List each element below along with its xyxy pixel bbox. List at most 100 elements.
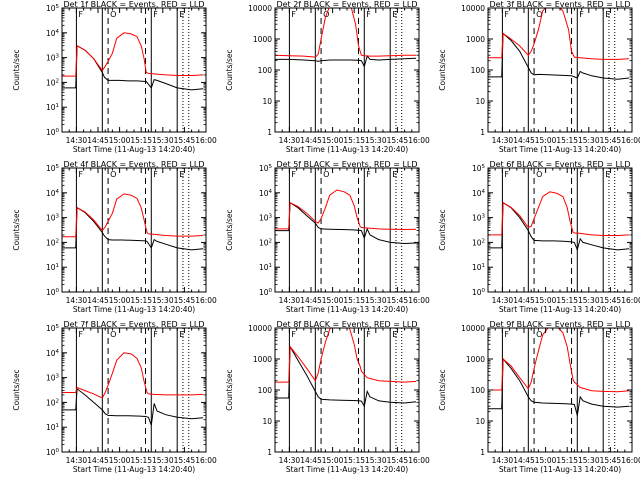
x-axis-label: Start Time (11-Aug-13 14:20:40) <box>499 465 621 474</box>
series-line-lld <box>488 8 630 60</box>
x-tick-label: 15:00 <box>535 136 557 145</box>
interval-marker-label: E <box>605 10 610 19</box>
x-tick-label: 16:00 <box>621 296 640 305</box>
panel-series-group <box>275 8 417 68</box>
panel-axes-box <box>487 327 633 453</box>
x-tick-label: 15:00 <box>109 456 131 465</box>
panel-title: Det 3f BLACK = Events, RED = LLD <box>489 0 630 9</box>
panel-series-group <box>62 32 204 91</box>
y-tick-label: 102 <box>46 78 59 87</box>
interval-marker-label: E <box>179 170 184 179</box>
y-tick-label: 100 <box>471 66 486 75</box>
x-tick-label: 14:30 <box>279 296 301 305</box>
interval-marker-label: F <box>153 170 158 179</box>
interval-marker-label: F <box>78 170 83 179</box>
y-tick-label: 104 <box>472 189 486 198</box>
y-tick-label: 105 <box>259 164 273 173</box>
x-tick-label: 16:00 <box>195 456 217 465</box>
series-line-lld <box>488 328 630 393</box>
panel-series-group <box>275 189 417 245</box>
y-tick-label: 103 <box>46 54 60 63</box>
y-tick-label: 102 <box>259 238 272 247</box>
x-tick-label: 15:45 <box>174 456 196 465</box>
panel-axes-box <box>487 7 633 133</box>
x-tick-label: 14:30 <box>492 136 514 145</box>
series-line-events <box>488 357 630 416</box>
x-tick-label: 15:30 <box>365 456 387 465</box>
y-tick-label: 10 <box>262 97 272 106</box>
y-tick-label: 1000 <box>253 355 272 364</box>
x-tick-label: 16:00 <box>621 456 640 465</box>
interval-marker-label: E <box>605 330 610 339</box>
x-tick-label: 15:15 <box>556 136 578 145</box>
x-tick-label: 15:00 <box>109 296 131 305</box>
panel-title: Det 6f BLACK = Events, RED = LLD <box>489 160 630 169</box>
x-tick-label: 15:00 <box>535 456 557 465</box>
panel-series-group <box>62 352 204 426</box>
y-tick-label: 10 <box>475 417 485 426</box>
x-tick-label: 14:30 <box>66 136 88 145</box>
x-tick-label: 15:30 <box>152 296 174 305</box>
x-axis-label: Start Time (11-Aug-13 14:20:40) <box>286 465 408 474</box>
x-tick-label: 14:45 <box>513 136 535 145</box>
y-tick-label: 10 <box>475 97 485 106</box>
series-line-events <box>488 201 630 252</box>
interval-marker-label: F <box>153 10 158 19</box>
x-axis-label: Start Time (11-Aug-13 14:20:40) <box>73 465 195 474</box>
x-tick-label: 14:45 <box>87 456 109 465</box>
interval-marker-label: O <box>536 10 542 19</box>
x-tick-label: 16:00 <box>408 136 430 145</box>
interval-marker-label: O <box>323 330 329 339</box>
y-tick-label: 10000 <box>248 324 272 333</box>
series-line-events <box>62 44 204 91</box>
y-tick-label: 10000 <box>461 324 485 333</box>
y-tick-label: 104 <box>46 189 60 198</box>
y-axis-label: Counts/sec <box>12 209 21 250</box>
y-axis-label: Counts/sec <box>225 369 234 410</box>
x-tick-label: 16:00 <box>195 136 217 145</box>
x-tick-label: 16:00 <box>621 136 640 145</box>
x-tick-label: 15:30 <box>365 136 387 145</box>
y-tick-label: 102 <box>472 238 485 247</box>
interval-marker-label: E <box>392 330 397 339</box>
x-tick-label: 15:30 <box>365 296 387 305</box>
y-tick-label: 100 <box>46 448 60 457</box>
x-tick-label: 16:00 <box>408 456 430 465</box>
x-tick-label: 15:30 <box>152 136 174 145</box>
y-tick-label: 103 <box>259 214 273 223</box>
interval-marker-label: O <box>536 330 542 339</box>
x-axis-label: Start Time (11-Aug-13 14:20:40) <box>73 145 195 154</box>
y-tick-label: 1000 <box>253 35 272 44</box>
x-tick-label: 15:15 <box>130 136 152 145</box>
y-axis-label: Counts/sec <box>225 209 234 250</box>
y-tick-label: 105 <box>46 4 60 13</box>
x-tick-label: 14:45 <box>300 296 322 305</box>
y-tick-label: 101 <box>472 263 485 272</box>
interval-marker-label: F <box>579 170 584 179</box>
y-tick-label: 10000 <box>248 4 272 13</box>
x-tick-label: 15:30 <box>578 296 600 305</box>
x-tick-label: 14:45 <box>87 136 109 145</box>
panel-axes-box <box>61 7 207 133</box>
y-tick-label: 102 <box>46 398 59 407</box>
y-tick-label: 100 <box>258 386 273 395</box>
x-axis-label: Start Time (11-Aug-13 14:20:40) <box>286 145 408 154</box>
y-tick-label: 102 <box>46 238 59 247</box>
y-tick-label: 100 <box>46 128 60 137</box>
y-tick-label: 105 <box>46 324 60 333</box>
y-tick-label: 100 <box>472 288 486 297</box>
y-tick-label: 105 <box>472 164 486 173</box>
x-tick-label: 16:00 <box>195 296 217 305</box>
x-tick-label: 15:15 <box>130 456 152 465</box>
interval-marker-label: E <box>392 170 397 179</box>
y-tick-label: 1 <box>267 128 272 137</box>
y-tick-label: 101 <box>46 423 59 432</box>
interval-marker-label: O <box>323 170 329 179</box>
